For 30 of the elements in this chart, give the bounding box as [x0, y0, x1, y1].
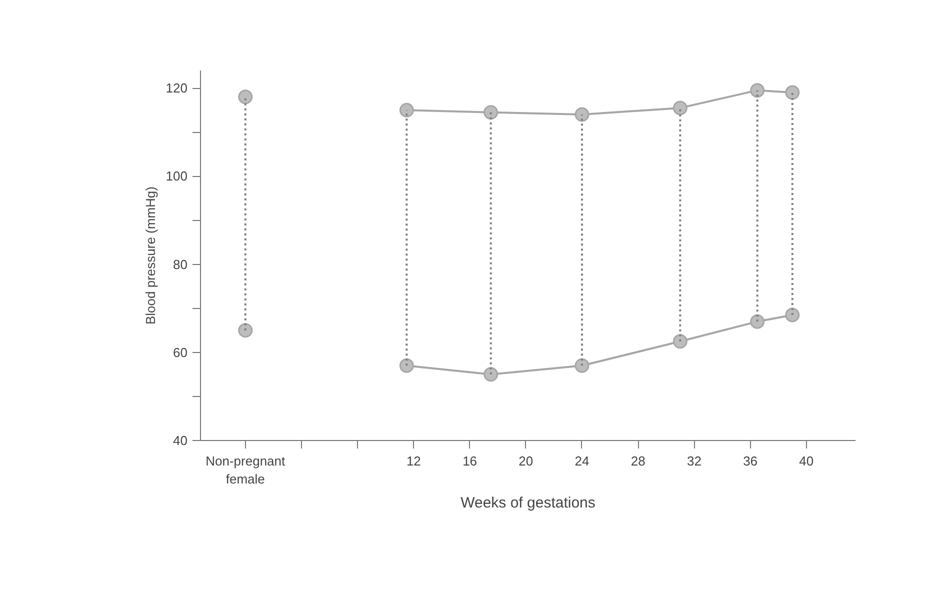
point [750, 83, 765, 98]
x-tick-label: 40 [799, 454, 814, 468]
point [238, 90, 253, 104]
point [785, 308, 800, 322]
point [399, 102, 414, 118]
y-axis-title: Blood pressure (mmHg) [142, 186, 158, 324]
point [750, 314, 765, 329]
y-tick-label: 40 [173, 433, 188, 448]
y-tick-label: 100 [166, 168, 188, 184]
y-tick-label: 80 [173, 256, 188, 272]
x-tick-label: 24 [574, 454, 590, 468]
x-tick-label: 28 [630, 454, 646, 468]
x-tick-label: 36 [743, 454, 758, 468]
point [672, 100, 688, 116]
point [785, 85, 800, 100]
point [238, 323, 253, 338]
x-tick-label: 12 [406, 454, 421, 468]
point [574, 358, 590, 373]
y-tick-label: 120 [166, 80, 188, 96]
x-tick-label: Non-pregnant female [206, 454, 286, 486]
x-tick-label: 32 [686, 454, 702, 468]
x-axis-title: Weeks of gestations [460, 494, 596, 512]
point [672, 334, 688, 349]
point [399, 358, 414, 373]
point [484, 367, 498, 382]
y-tick-label: 60 [173, 344, 188, 360]
point [574, 107, 590, 122]
x-tick-label: 20 [518, 454, 534, 468]
point [484, 105, 498, 120]
x-tick-label: 16 [462, 454, 478, 468]
